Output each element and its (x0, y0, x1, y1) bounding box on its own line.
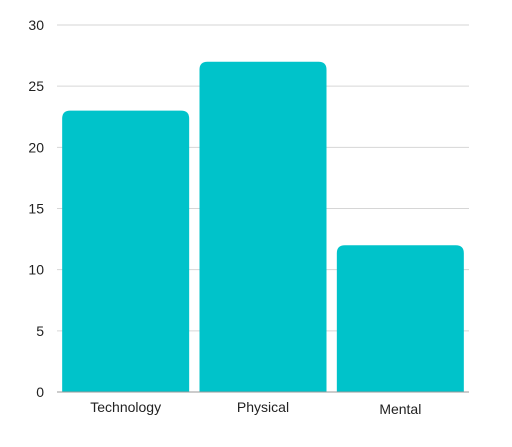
x-axis-category-labels: Technology Physical Mental (90, 399, 421, 417)
bars (62, 61, 464, 392)
y-tick-label: 5 (36, 323, 44, 339)
y-tick-label: 10 (28, 262, 44, 278)
y-tick-label: 0 (36, 384, 44, 400)
y-tick-label: 30 (28, 17, 44, 33)
bar-technology (62, 110, 190, 392)
x-category-label: Mental (379, 401, 421, 417)
y-tick-label: 25 (28, 78, 44, 94)
y-axis-tick-labels: 0 5 10 15 20 25 30 (28, 17, 44, 400)
x-category-label: Physical (237, 399, 289, 415)
bar-mental (336, 245, 464, 392)
x-category-label: Technology (90, 399, 161, 415)
y-tick-label: 20 (28, 139, 44, 155)
y-tick-label: 15 (28, 201, 44, 217)
bar-physical (199, 61, 327, 392)
